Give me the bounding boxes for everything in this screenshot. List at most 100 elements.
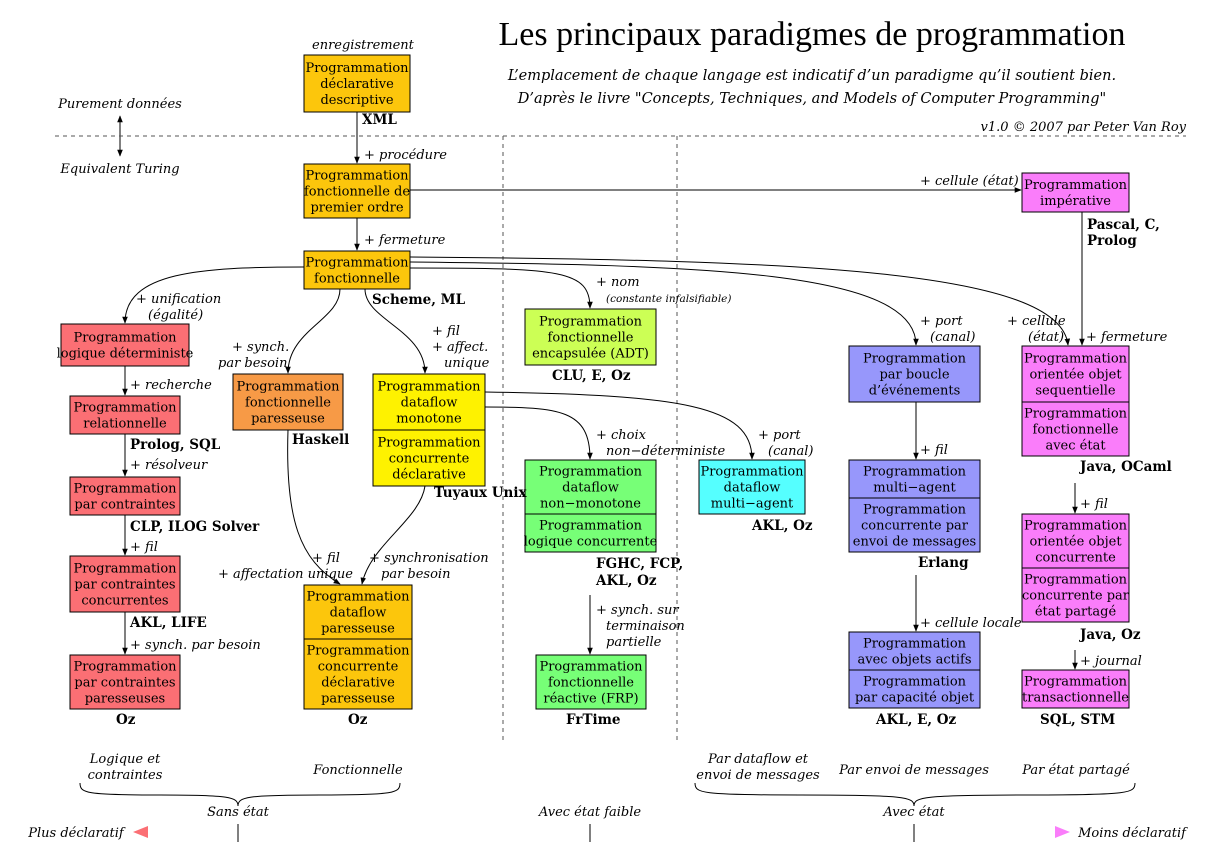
box-line: Programmation [863,503,967,518]
box-line: sequentielle [1035,384,1116,399]
language-label: CLP, ILOG Solver [130,519,260,535]
box-line: encapsulée (ADT) [532,347,649,362]
box-line: Programmation [1024,178,1128,193]
box-line: concurrente [318,660,399,675]
group-label: Sans état [207,805,270,820]
edge-label: + affect. [432,340,488,355]
box-line: Programmation [539,465,643,480]
language-label: AKL, Oz [751,518,813,534]
group-labels: Sans état Avec état faible Avec état [207,805,945,820]
edge-label: + résolveur [130,458,208,473]
language-label: CLU, E, Oz [552,368,631,384]
box-line: Programmation [73,482,177,497]
box-line: Programmation [1024,573,1128,588]
edge-label: (canal) [768,444,813,459]
box-line: Programmation [305,256,409,271]
box-line: Programmation [700,465,804,480]
box-line: logique déterministe [57,347,194,362]
box-line: relationnelle [83,417,167,432]
box-line: par capacité objet [855,691,975,706]
scale-left-label: Plus déclaratif [27,826,126,841]
edge-label: + affectation unique [218,567,353,582]
box-line: paresseuses [85,692,165,707]
box-line: Programmation [306,644,410,659]
level-top-label: Purement données [57,97,182,112]
box-line: logique concurrente [524,535,658,550]
box-line: avec état [1045,439,1106,454]
box-line: avec objets actifs [858,653,972,668]
category-label: Fonctionnelle [312,763,403,778]
box-line: déclarative [321,676,395,691]
edge-label: (égalité) [148,308,203,323]
edge-label: enregistrement [312,38,415,53]
language-label: AKL, LIFE [129,615,207,631]
language-label: AKL, E, Oz [875,712,957,728]
box-line: Programmation [73,660,177,675]
edge-label: (constante infalsifiable) [606,293,732,305]
edge-label: + cellule (état) [920,174,1019,189]
box-line: dataflow [330,606,387,621]
box-line: Programmation [539,660,643,675]
edge-label: + synchronisation [369,551,489,566]
box-line: fonctionnelle [548,331,634,346]
edge-label: + fil [312,551,340,566]
category-label: envoi de messages [696,768,820,783]
box-line: Programmation [863,637,967,652]
language-label: Java, OCaml [1079,459,1172,475]
box-line: premier ordre [310,201,403,216]
language-label: FrTime [566,712,621,728]
language-label: Haskell [292,432,349,448]
box-line: Programmation [377,380,481,395]
box-line: non−monotone [540,497,641,512]
edge-label: + cellule [1007,314,1066,329]
box-line: Programmation [305,169,409,184]
edge-label: + port [758,428,801,443]
edge-label: + fil [432,324,460,339]
box-line: par contraintes [74,498,175,513]
edge-label: + synch. sur [596,603,679,618]
box-line: Programmation [1024,519,1128,534]
box-line: déclarative [392,468,466,483]
edge-label: + journal [1080,654,1142,669]
box-line: Programmation [863,465,967,480]
box-line: Programmation [73,331,177,346]
language-label: Erlang [918,555,969,571]
paradigm-box-conc_decl_par: Programmationconcurrentedéclarativepares… [303,638,413,710]
box-line: Programmation [377,436,481,451]
box-line: concurrente par [1022,589,1130,604]
category-label: Par envoi de messages [838,763,989,778]
group-label: Avec état faible [538,805,642,820]
box-line: déclarative [320,77,394,92]
box-line: descriptive [320,93,393,108]
box-line: transactionnelle [1022,691,1129,706]
box-line: paresseuse [321,622,395,637]
edge-label: + synch. par besoin [130,638,261,653]
category-label: Logique et [89,752,161,767]
edge-label: + cellule locale [920,616,1022,631]
edge-label: + fil [1080,497,1108,512]
edge-label: + procédure [364,148,447,163]
box-line: d’événements [869,384,961,399]
box-line: Programmation [863,352,967,367]
language-label: Oz [116,712,136,728]
box-line: Programmation [73,562,177,577]
box-line: concurrente par [861,519,969,534]
